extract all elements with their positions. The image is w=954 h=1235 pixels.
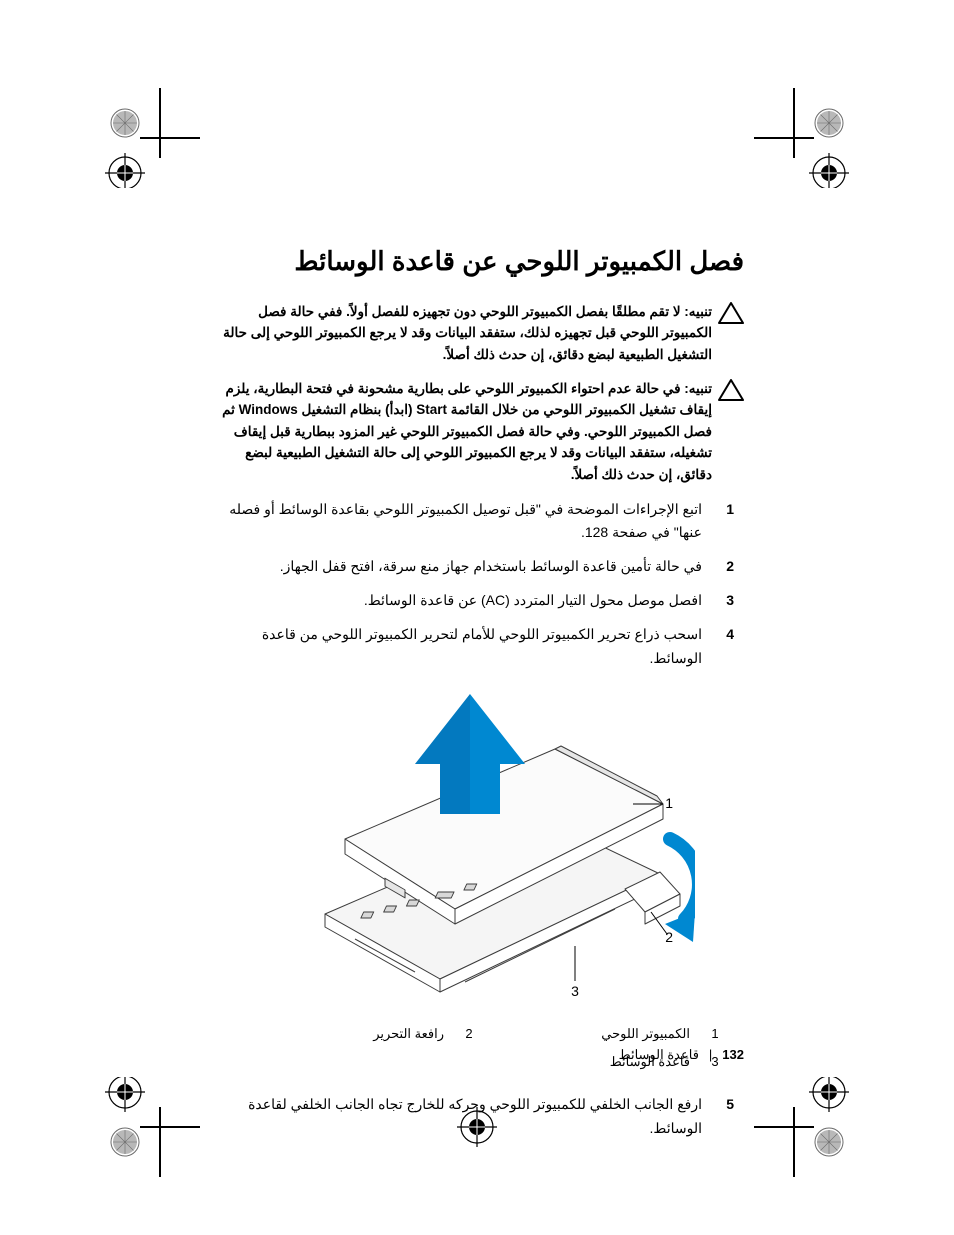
step-text: ارفع الجانب الخلفي للكمبيوتر اللوحي وحرك… bbox=[216, 1093, 702, 1141]
step: 4 اسحب ذراع تحرير الكمبيوتر اللوحي للأمام… bbox=[216, 623, 734, 671]
warning-text: تنبيه: في حالة عدم احتواء الكمبيوتر اللو… bbox=[216, 378, 712, 486]
section-title: فصل الكمبيوتر اللوحي عن قاعدة الوسائط bbox=[216, 245, 744, 279]
legend-num-2: 2 bbox=[458, 1020, 480, 1047]
step-number: 1 bbox=[712, 498, 734, 522]
step-text: اسحب ذراع تحرير الكمبيوتر اللوحي للأمام … bbox=[216, 623, 702, 671]
legend-num-1: 1 bbox=[704, 1020, 726, 1047]
footer-sep: | bbox=[709, 1047, 712, 1062]
content-area: فصل الكمبيوتر اللوحي عن قاعدة الوسائط تن… bbox=[216, 245, 744, 1151]
legend-label-1: الكمبيوتر اللوحي bbox=[480, 1020, 690, 1047]
warnings: تنبيه: لا تقم مطلقًا بفصل الكمبيوتر اللو… bbox=[216, 301, 744, 486]
step: 1 اتبع الإجراءات الموضحة في "قبل توصيل ال… bbox=[216, 498, 734, 546]
regmark-top-right bbox=[754, 88, 854, 188]
warning-block: تنبيه: في حالة عدم احتواء الكمبيوتر اللو… bbox=[216, 378, 744, 486]
step-number: 4 bbox=[712, 623, 734, 647]
figure: 1 2 3 bbox=[265, 684, 695, 1002]
legend-label-2: رافعة التحرير bbox=[234, 1020, 444, 1047]
step: 2 في حالة تأمين قاعدة الوسائط باستخدام جه… bbox=[216, 555, 734, 579]
step-text: في حالة تأمين قاعدة الوسائط باستخدام جها… bbox=[216, 555, 702, 579]
callout-2: 2 bbox=[665, 929, 673, 945]
footer-chapter: قاعدة الوسائط bbox=[619, 1047, 699, 1063]
step-number: 3 bbox=[712, 589, 734, 613]
regmark-top-left bbox=[100, 88, 200, 188]
footer-page-number: 132 bbox=[722, 1047, 744, 1062]
warning-text: تنبيه: لا تقم مطلقًا بفصل الكمبيوتر اللو… bbox=[216, 301, 712, 366]
regmark-bottom-right bbox=[754, 1077, 854, 1177]
footer: 132 | قاعدة الوسائط bbox=[216, 1047, 744, 1063]
page: فصل الكمبيوتر اللوحي عن قاعدة الوسائط تن… bbox=[0, 0, 954, 1235]
step-text: اتبع الإجراءات الموضحة في "قبل توصيل الك… bbox=[216, 498, 702, 546]
step-number: 5 bbox=[712, 1093, 734, 1117]
steps-a: 1 اتبع الإجراءات الموضحة في "قبل توصيل ال… bbox=[216, 498, 734, 671]
steps-b: 5 ارفع الجانب الخلفي للكمبيوتر اللوحي وحر… bbox=[216, 1093, 734, 1141]
caution-icon bbox=[712, 301, 744, 325]
callout-1: 1 bbox=[665, 795, 673, 811]
caution-icon bbox=[712, 378, 744, 402]
callout-3: 3 bbox=[571, 983, 579, 999]
regmark-bottom-left bbox=[100, 1077, 200, 1177]
step-text: افصل موصل محول التيار المتردد (AC) عن قا… bbox=[216, 589, 702, 613]
warning-block: تنبيه: لا تقم مطلقًا بفصل الكمبيوتر اللو… bbox=[216, 301, 744, 366]
step: 3 افصل موصل محول التيار المتردد (AC) عن ق… bbox=[216, 589, 734, 613]
step: 5 ارفع الجانب الخلفي للكمبيوتر اللوحي وحر… bbox=[216, 1093, 734, 1141]
step-number: 2 bbox=[712, 555, 734, 579]
